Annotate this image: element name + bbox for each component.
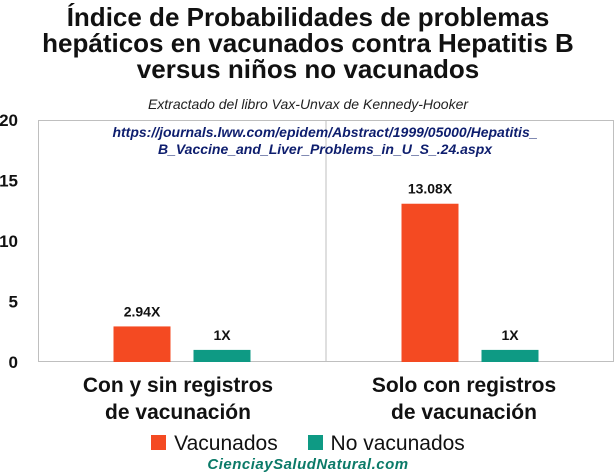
legend-label-no-vacunados: No vacunados	[330, 432, 465, 455]
legend: Vacunados No vacunados	[0, 432, 616, 456]
legend-item-no-vacunados: No vacunados	[307, 432, 465, 456]
x-category-label: Solo con registros	[372, 374, 556, 397]
data-label: 2.94X	[124, 303, 161, 319]
y-tick-label: 0	[9, 353, 18, 372]
y-tick-label: 5	[9, 293, 18, 312]
data-label: 13.08X	[408, 181, 453, 197]
bar-vacunados	[113, 326, 171, 362]
bar-no-vacunados	[481, 349, 539, 362]
title-line-2: hepáticos en vacunados contra Hepatitis …	[42, 28, 574, 58]
data-label: 1X	[213, 327, 231, 343]
bar-vacunados	[401, 203, 459, 362]
legend-swatch-vacunados	[151, 434, 167, 450]
x-category-label: de vacunación	[391, 401, 537, 424]
chart-subtitle: Extractado del libro Vax-Unvax de Kenned…	[147, 96, 469, 112]
source-url-line-1: https://journals.lww.com/epidem/Abstract…	[112, 124, 538, 140]
chart-title: Índice de Probabilidades de problemas he…	[0, 4, 616, 82]
legend-swatch-no-vacunados	[307, 434, 323, 450]
source-url-line-2: B_Vaccine_and_Liver_Problems_in_U_S_.24.…	[157, 141, 493, 157]
y-tick-label: 15	[0, 172, 18, 191]
x-category-label: Con y sin registros	[83, 374, 273, 397]
data-label: 1X	[501, 327, 519, 343]
x-category-label: de vacunación	[105, 401, 251, 424]
legend-item-vacunados: Vacunados	[151, 432, 278, 456]
bar-no-vacunados	[193, 349, 251, 362]
title-line-1: Índice de Probabilidades de problemas	[66, 2, 550, 32]
y-tick-label: 10	[0, 232, 18, 251]
y-tick-label: 20	[0, 111, 18, 130]
title-line-3: versus niños no vacunados	[136, 54, 480, 84]
source-url: https://journals.lww.com/epidem/Abstract…	[40, 124, 610, 158]
legend-label-vacunados: Vacunados	[174, 432, 278, 455]
footer-credit: CienciaySaludNatural.com	[207, 456, 409, 473]
